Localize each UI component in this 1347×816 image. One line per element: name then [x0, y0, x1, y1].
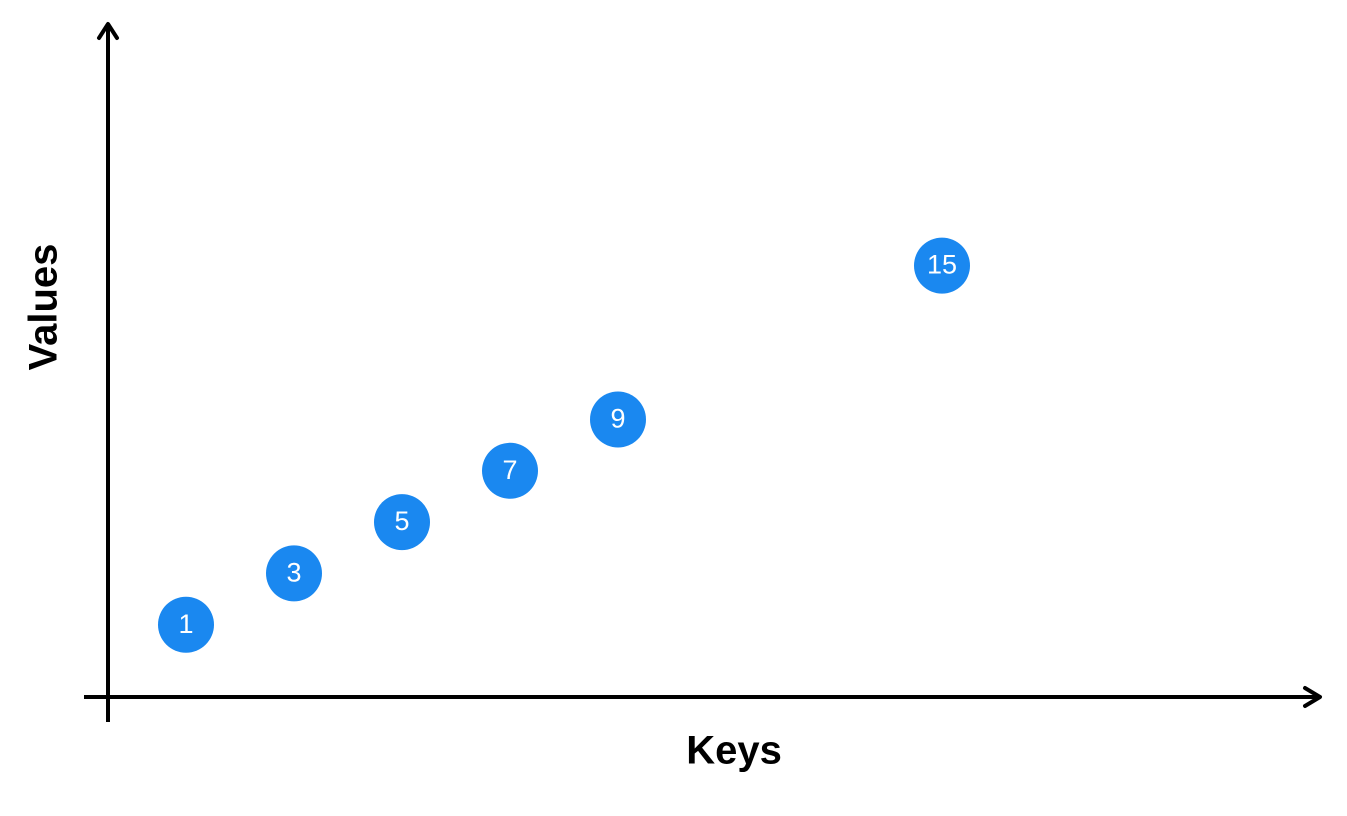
data-point-label: 9	[610, 404, 625, 434]
data-point-circle	[158, 596, 214, 653]
x-axis-arrowhead	[1303, 686, 1322, 708]
data-point-label: 3	[286, 558, 301, 588]
data-point-circle	[914, 237, 970, 294]
data-point-label: 5	[394, 506, 409, 536]
data-point: 1	[158, 596, 214, 653]
points-layer: 1 3 5 7 9 15	[158, 237, 970, 653]
y-axis-arrowhead	[97, 22, 119, 40]
data-point-label: 7	[502, 455, 517, 485]
data-point-label: 1	[178, 609, 193, 639]
data-point: 9	[590, 391, 646, 448]
data-point: 5	[374, 494, 430, 551]
y-axis-title: Values	[22, 244, 66, 371]
data-point: 7	[482, 442, 538, 499]
data-point-circle	[590, 391, 646, 448]
data-point-circle	[374, 494, 430, 551]
data-point-circle	[266, 545, 322, 602]
data-point-label: 15	[927, 250, 957, 280]
data-point: 3	[266, 545, 322, 602]
data-point-circle	[482, 442, 538, 499]
data-point: 15	[914, 237, 970, 294]
x-axis-title: Keys	[686, 729, 782, 773]
